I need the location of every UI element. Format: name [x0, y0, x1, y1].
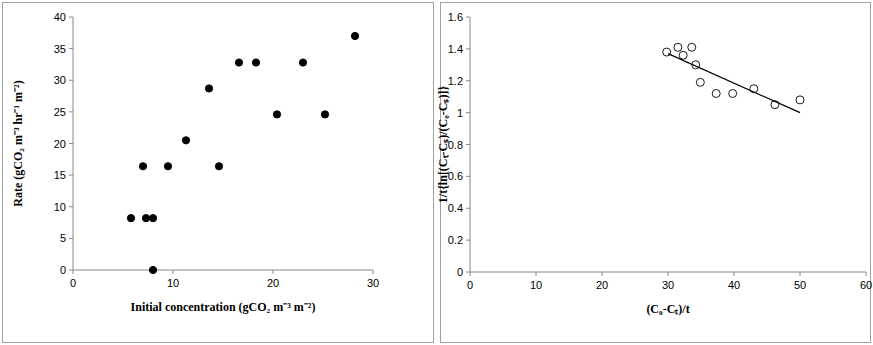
y-tick-label: 30	[54, 74, 66, 86]
data-point	[139, 163, 146, 170]
plot-area	[663, 43, 804, 112]
y-tick-label: 35	[54, 43, 66, 55]
trend-line	[668, 54, 800, 113]
data-point	[299, 59, 306, 66]
y-tick-label: 15	[54, 169, 66, 181]
data-point	[142, 215, 149, 222]
y-tick-label: 1	[457, 107, 463, 119]
x-tick-label: 10	[167, 277, 179, 289]
y-tick-label: 10	[54, 201, 66, 213]
x-tick-label: 30	[662, 279, 674, 291]
y-tick-label: 5	[60, 232, 66, 244]
x-axis	[73, 270, 373, 271]
y-tick	[466, 176, 470, 177]
y-tick-label: 1.6	[448, 11, 463, 23]
y-tick	[69, 80, 73, 81]
chart-panel: 0 10 20 30 0 5 10 15 20 25 30 35 40 Initial concentra…	[3, 3, 434, 343]
y-tick	[69, 111, 73, 112]
x-tick	[734, 272, 735, 276]
x-tick	[602, 272, 603, 276]
data-point	[164, 163, 171, 170]
chart-panel: 010203040506000.20.40.60.811.21.41.6(C₀-…	[436, 3, 872, 343]
data-point	[235, 59, 242, 66]
x-tick	[273, 270, 274, 274]
figure: 01020300510152025303540Initial concentra…	[0, 0, 873, 345]
data-point	[321, 111, 328, 118]
y-tick-label: 0	[457, 266, 463, 278]
y-tick	[466, 17, 470, 18]
x-tick	[173, 270, 174, 274]
x-tick	[800, 272, 801, 276]
x-tick	[373, 270, 374, 274]
y-tick	[69, 143, 73, 144]
y-tick	[69, 206, 73, 207]
x-axis-label: Initial concentration (gCO₂ m⁻³ m⁻²)	[131, 300, 316, 314]
x-tick-label: 60	[860, 279, 872, 291]
y-axis-label: 1/t{ln[(Cₜ-Cₛ)/(C₀-Cₛ)]}	[436, 86, 450, 204]
y-tick	[69, 238, 73, 239]
plot-area	[127, 32, 358, 273]
data-point	[674, 43, 682, 51]
y-tick	[466, 112, 470, 113]
x-tick-label: 50	[794, 279, 806, 291]
y-tick	[69, 175, 73, 176]
data-point	[351, 32, 358, 39]
data-point	[712, 90, 720, 98]
x-tick-label: 30	[367, 277, 379, 289]
x-tick	[536, 272, 537, 276]
data-point	[273, 111, 280, 118]
y-axis-label: Rate (gCO₂ m⁻³ hr⁻¹ m⁻²)	[11, 80, 25, 206]
x-tick	[866, 272, 867, 276]
y-tick	[69, 17, 73, 18]
x-tick-label: 20	[596, 279, 608, 291]
y-tick-label: 1.4	[448, 43, 463, 55]
y-tick-label: 20	[54, 138, 66, 150]
y-tick-label: 40	[54, 11, 66, 23]
y-tick	[466, 144, 470, 145]
y-tick	[466, 208, 470, 209]
data-point	[149, 266, 156, 273]
data-point	[688, 43, 696, 51]
x-tick-label: 20	[267, 277, 279, 289]
data-point	[696, 78, 704, 86]
y-tick	[466, 48, 470, 49]
x-tick-label: 0	[70, 277, 76, 289]
data-point	[796, 96, 804, 104]
y-tick-label: 0	[60, 264, 66, 276]
x-tick	[668, 272, 669, 276]
panel-frame	[3, 3, 434, 343]
data-point	[215, 163, 222, 170]
panel-frame	[441, 3, 871, 343]
x-axis-label: (C₀-Cₜ)/t	[646, 302, 689, 316]
y-tick-label: 0.2	[448, 234, 463, 246]
x-tick-label: 0	[467, 279, 473, 291]
y-tick	[466, 80, 470, 81]
data-point	[729, 90, 737, 98]
x-tick	[73, 270, 74, 274]
y-tick	[466, 272, 470, 273]
y-tick	[466, 240, 470, 241]
data-point	[182, 137, 189, 144]
y-tick	[69, 270, 73, 271]
x-tick	[470, 272, 471, 276]
x-tick-label: 40	[728, 279, 740, 291]
data-point	[252, 59, 259, 66]
y-tick	[69, 48, 73, 49]
data-point	[679, 51, 687, 59]
data-point	[205, 85, 212, 92]
y-tick-label: 25	[54, 106, 66, 118]
data-point	[149, 215, 156, 222]
data-point	[127, 215, 134, 222]
y-tick-label: 1.2	[448, 75, 463, 87]
x-tick-label: 10	[530, 279, 542, 291]
